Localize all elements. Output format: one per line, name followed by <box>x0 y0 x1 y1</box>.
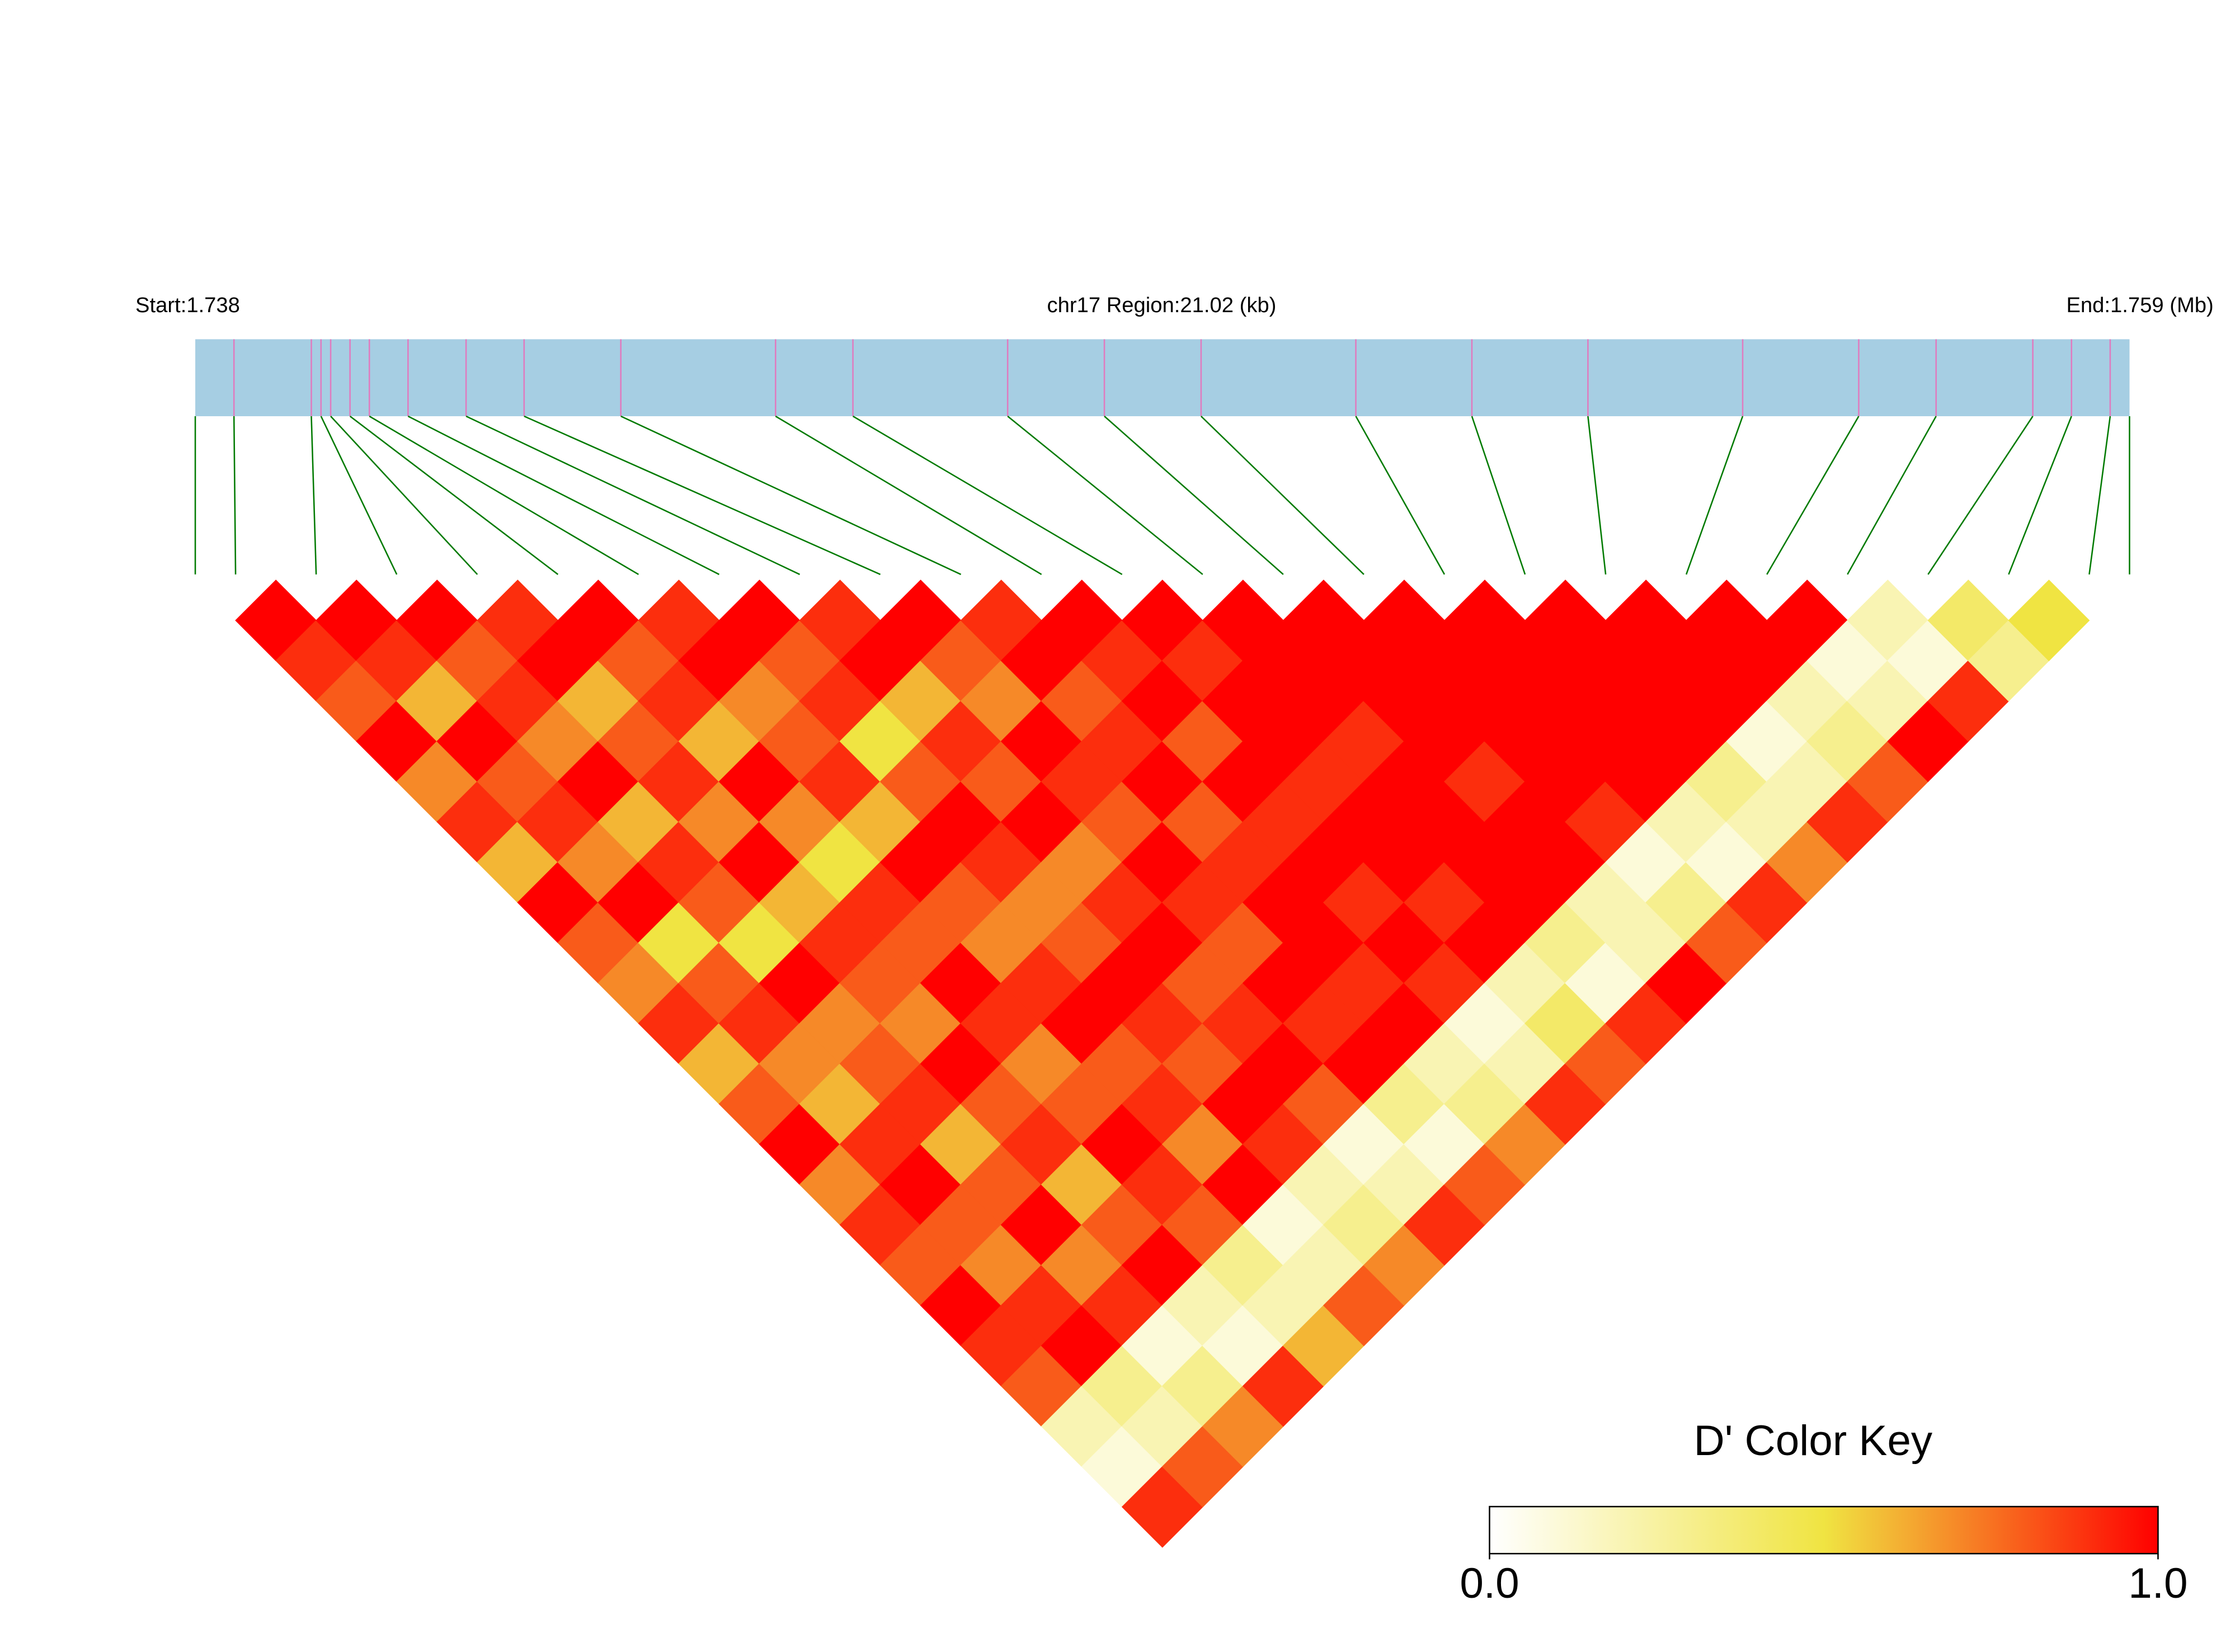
snp-link <box>620 415 962 575</box>
snp-link <box>310 416 317 575</box>
snp-link <box>330 416 478 575</box>
snp-link <box>1587 416 1607 575</box>
snp-link <box>1201 416 1364 575</box>
snp-link <box>2008 416 2072 575</box>
region-label: chr17 Region:21.02 (kb) <box>1047 293 1277 317</box>
snp-link <box>1471 416 1526 575</box>
snp-link <box>1355 416 1446 575</box>
ld-cell <box>2008 580 2090 661</box>
snp-link <box>349 415 559 575</box>
snp-link <box>369 415 639 575</box>
snp-link <box>1847 416 1937 575</box>
snp-link <box>465 415 801 575</box>
snp-link <box>1007 416 1203 575</box>
snp-link <box>320 416 398 575</box>
snp-link <box>1104 416 1284 575</box>
snp-link <box>1927 416 2034 575</box>
colorbar-tick-label: 1.0 <box>2128 1560 2187 1607</box>
snp-link <box>852 415 1123 575</box>
snp-link <box>1685 416 1744 575</box>
snp-link <box>524 415 881 575</box>
start-label: Start:1.738 <box>135 293 240 317</box>
end-label: End:1.759 (Mb) <box>2066 293 2213 317</box>
snp-link <box>407 415 720 575</box>
colorbar <box>1489 1505 2159 1555</box>
colorbar-tick-label: 0.0 <box>1460 1560 1519 1607</box>
snp-link <box>233 416 237 575</box>
snp-link <box>775 415 1042 575</box>
position-bar <box>195 339 2130 416</box>
snp-link <box>2088 416 2111 575</box>
colorbar-title: D' Color Key <box>1694 1417 1933 1465</box>
snp-link <box>1766 416 1860 575</box>
